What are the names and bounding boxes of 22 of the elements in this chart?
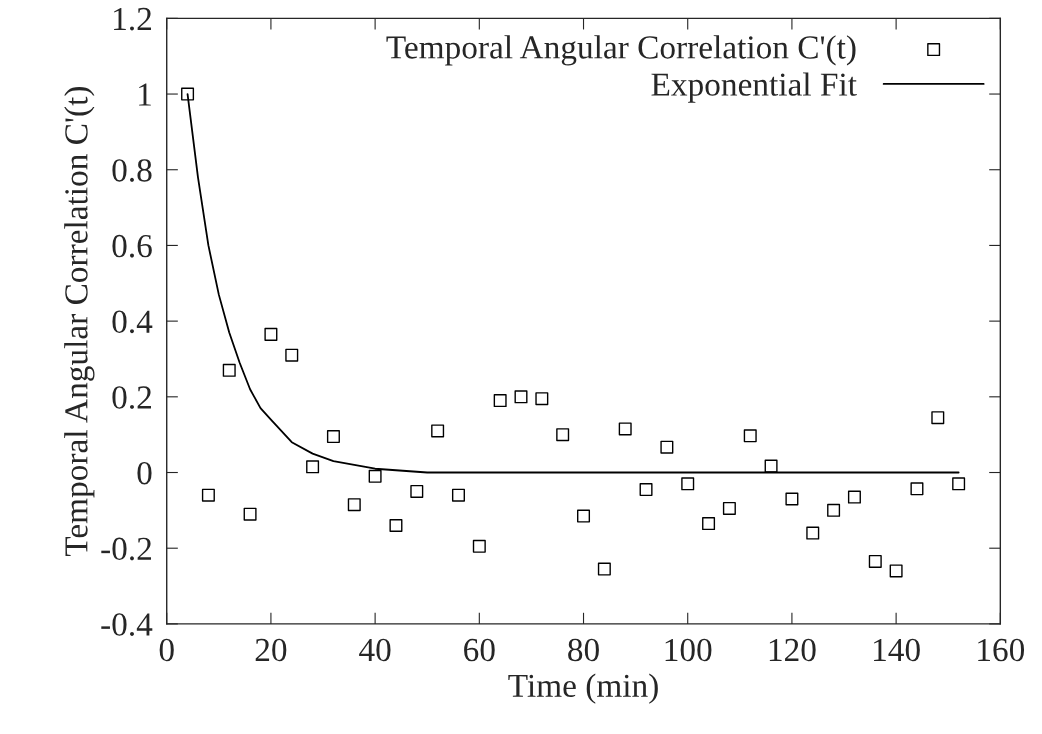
x-axis-title: Time (min) <box>508 673 658 704</box>
x-tick-label: 20 <box>255 638 287 662</box>
x-tick-label: 40 <box>359 638 391 662</box>
x-tick-label: 120 <box>769 638 816 662</box>
y-tick-label: 0.4 <box>112 310 153 334</box>
x-tick-label: 140 <box>874 638 920 662</box>
y-tick-label: 1 <box>139 83 151 106</box>
legend-label: Exponential Fit <box>651 72 857 103</box>
y-tick-label: 1.2 <box>114 7 151 31</box>
x-tick-label: 60 <box>464 638 495 662</box>
y-tick-label: 0.2 <box>112 386 151 409</box>
x-tick-label: 80 <box>568 638 599 662</box>
y-tick-label: 0 <box>137 461 152 485</box>
x-tick-label: 160 <box>978 638 1025 662</box>
y-tick-label: -0.4 <box>101 613 153 636</box>
y-tick-label: 0.6 <box>112 234 152 258</box>
y-tick-label: -0.2 <box>101 537 151 561</box>
x-tick-label: 100 <box>665 638 712 662</box>
x-tick-label: 0 <box>159 638 174 662</box>
y-axis-title: Temporal Angular Correlation C'(t) <box>64 87 95 557</box>
legend-label: Temporal Angular Correlation C'(t) <box>386 35 856 66</box>
y-tick-label: 0.8 <box>112 159 152 182</box>
